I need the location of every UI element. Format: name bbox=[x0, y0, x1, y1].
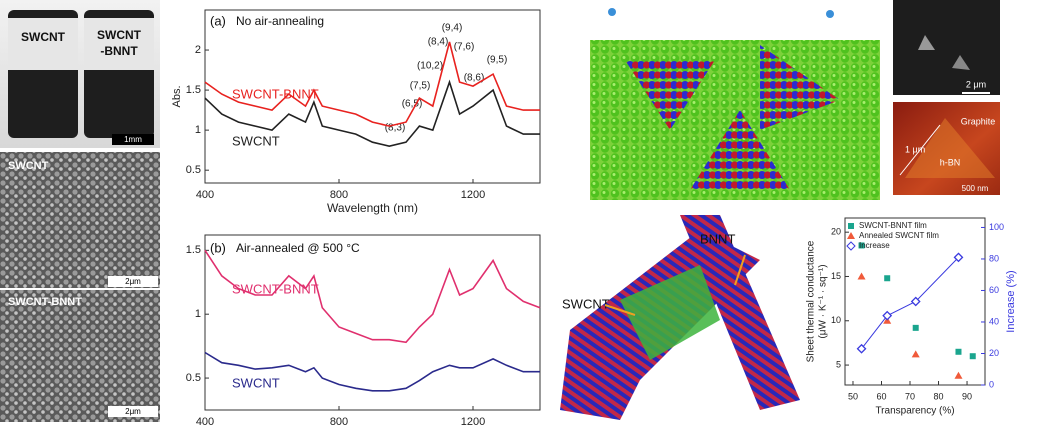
series-line bbox=[862, 257, 959, 348]
peak-label: (7,5) bbox=[410, 81, 431, 92]
y-tick-label: 0.5 bbox=[186, 164, 201, 176]
y-tick-label: 2 bbox=[195, 44, 201, 56]
x-tick-label: 60 bbox=[876, 391, 886, 401]
marker bbox=[913, 325, 919, 331]
series-label: SWCNT bbox=[232, 375, 280, 390]
peak-label: (10,2) bbox=[417, 61, 443, 72]
marker bbox=[884, 275, 890, 281]
x-tick-label: 800 bbox=[330, 189, 348, 201]
figure: SWCNT SWCNT -BNNT 1mm SWCNT 2μm SWCNT-BN… bbox=[0, 0, 1043, 425]
y-tick-label: 20 bbox=[831, 227, 841, 237]
x-tick-label: 70 bbox=[905, 391, 915, 401]
afm-label: h-BN bbox=[940, 157, 961, 167]
x-tick-label: 80 bbox=[934, 391, 944, 401]
vial-text: SWCNT bbox=[21, 30, 66, 44]
panel-label: (a) bbox=[210, 13, 226, 28]
series-label: SWCNT-BNNT bbox=[232, 86, 319, 101]
marker bbox=[955, 349, 961, 355]
x-tick-label: 90 bbox=[962, 391, 972, 401]
peak-label: (6,5) bbox=[402, 99, 423, 110]
y-tick-label: 1.5 bbox=[186, 244, 201, 256]
y2-axis-label: Increase (%) bbox=[1005, 270, 1017, 332]
x-tick-label: 1200 bbox=[461, 189, 485, 201]
chart-title: Air-annealed @ 500 °C bbox=[236, 241, 360, 255]
chart-title: No air-annealing bbox=[236, 14, 324, 28]
page: { "panels": { "vial": {"left": "SWCNT", … bbox=[0, 0, 1043, 425]
scale-label: 2μm bbox=[125, 277, 141, 286]
x-axis-label: Wavelength (nm) bbox=[327, 201, 418, 215]
afm-label: 1 μm bbox=[905, 144, 925, 154]
y2-tick-label: 80 bbox=[989, 253, 999, 263]
legend-marker bbox=[848, 223, 854, 229]
y-axis-label: Sheet thermal conductance bbox=[806, 240, 817, 362]
tube-label: BNNT bbox=[700, 231, 735, 246]
y2-tick-label: 20 bbox=[989, 348, 999, 358]
tube-label: SWCNT bbox=[562, 296, 610, 311]
scale-label: 2μm bbox=[125, 407, 141, 416]
x-tick-label: 50 bbox=[848, 391, 858, 401]
y-tick-label: 15 bbox=[831, 271, 841, 281]
sem-image bbox=[0, 290, 160, 422]
legend-label: SWCNT-BNNT film bbox=[859, 221, 927, 230]
sem-label: SWCNT bbox=[8, 160, 49, 172]
marker bbox=[954, 372, 962, 379]
peak-label: (9,4) bbox=[442, 23, 463, 34]
marker bbox=[970, 353, 976, 359]
marker bbox=[858, 345, 866, 353]
x-tick-label: 1200 bbox=[461, 416, 485, 425]
sem-image bbox=[0, 152, 160, 288]
peak-label: (7,6) bbox=[454, 42, 475, 53]
marker bbox=[858, 272, 866, 279]
y-tick-label: 1 bbox=[195, 124, 201, 136]
vial-text: SWCNT bbox=[97, 28, 142, 42]
y-axis-label: (μW · K⁻¹ · sq⁻¹) bbox=[818, 264, 829, 338]
sem-label: SWCNT-BNNT bbox=[8, 296, 82, 308]
series-label: SWCNT bbox=[232, 133, 280, 148]
x-tick-label: 400 bbox=[196, 416, 214, 425]
x-axis-label: Transparency (%) bbox=[875, 406, 954, 417]
molecule bbox=[608, 8, 616, 16]
series-label: SWCNT-BNNT bbox=[232, 281, 319, 296]
y-tick-label: 10 bbox=[831, 315, 841, 325]
y2-tick-label: 60 bbox=[989, 285, 999, 295]
y-tick-label: 5 bbox=[836, 359, 841, 369]
peak-label: (9,5) bbox=[487, 55, 508, 66]
marker bbox=[883, 312, 891, 320]
peak-label: (8,4) bbox=[428, 37, 449, 48]
y-tick-label: 0.5 bbox=[186, 372, 201, 384]
scale-label: 1mm bbox=[124, 135, 142, 144]
x-tick-label: 800 bbox=[330, 416, 348, 425]
legend-label: Annealed SWCNT film bbox=[859, 231, 939, 240]
y2-tick-label: 100 bbox=[989, 222, 1004, 232]
scale-label: 500 nm bbox=[962, 184, 989, 193]
panel-label: (b) bbox=[210, 240, 226, 255]
y-axis-label: Abs. bbox=[171, 85, 183, 107]
legend-marker bbox=[847, 232, 855, 239]
y2-tick-label: 40 bbox=[989, 316, 999, 326]
x-tick-label: 400 bbox=[196, 189, 214, 201]
y-tick-label: 1.5 bbox=[186, 84, 201, 96]
y2-tick-label: 0 bbox=[989, 379, 994, 389]
marker bbox=[912, 350, 920, 357]
scale-label: 2 μm bbox=[966, 79, 986, 89]
vial-text: -BNNT bbox=[100, 44, 138, 58]
legend-label: Increase bbox=[859, 241, 890, 250]
y-tick-label: 1 bbox=[195, 308, 201, 320]
afm-label: Graphite bbox=[961, 116, 996, 126]
molecule bbox=[826, 10, 834, 18]
legend-marker bbox=[847, 242, 855, 250]
